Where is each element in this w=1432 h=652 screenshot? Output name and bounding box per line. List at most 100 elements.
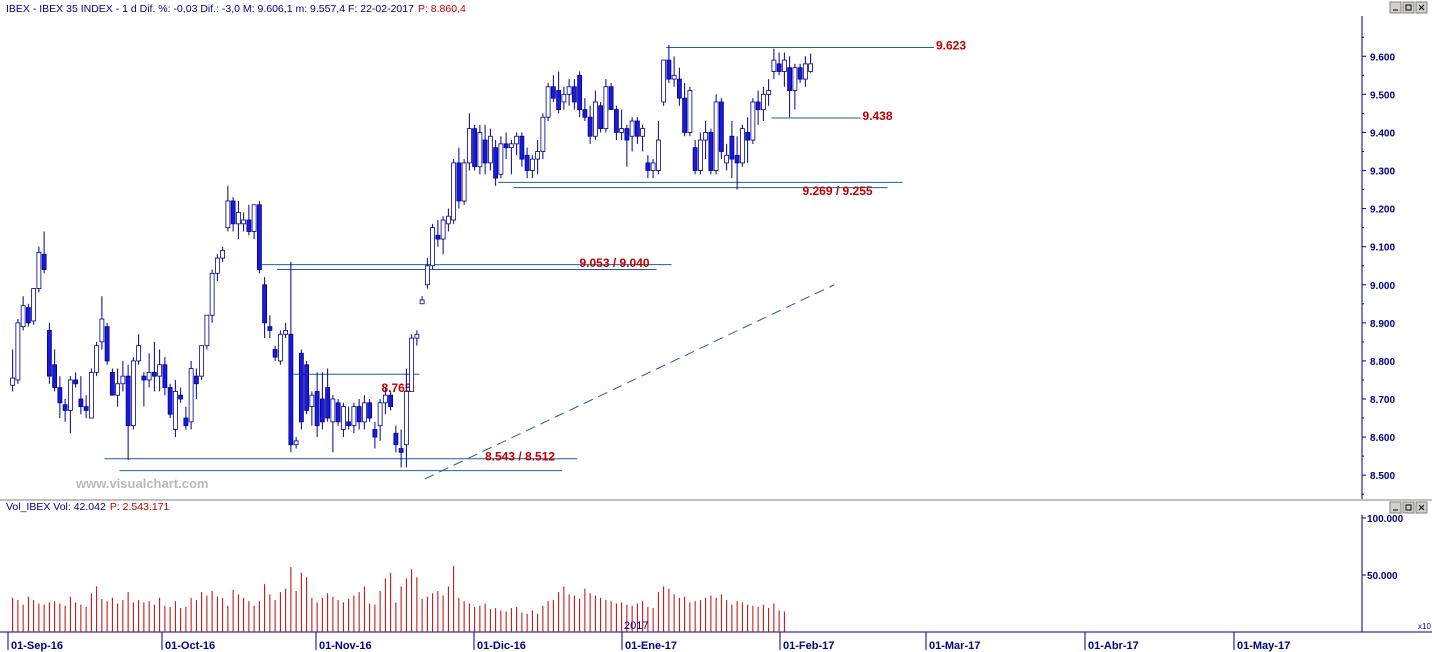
candle xyxy=(314,372,320,438)
candle xyxy=(298,349,304,430)
volume-tick-label: 100.000 xyxy=(1367,514,1404,525)
candle-body-bear xyxy=(582,109,588,118)
candle xyxy=(309,391,315,426)
candle-body-bull xyxy=(498,143,504,175)
candle-body-bull xyxy=(781,59,787,72)
vol-minimize-button[interactable] xyxy=(1389,501,1402,514)
candle-body-bull xyxy=(802,63,808,80)
candle-body-bear xyxy=(797,67,803,80)
candle xyxy=(125,364,131,460)
candle xyxy=(808,53,814,73)
candle-body-bull xyxy=(603,86,609,130)
candle xyxy=(267,315,273,339)
candle-body-bear xyxy=(708,132,714,171)
candle-body-bear xyxy=(682,97,688,133)
candle xyxy=(183,406,189,430)
vol-maximize-button[interactable] xyxy=(1402,501,1415,514)
candle-body-bull xyxy=(535,151,541,160)
candle xyxy=(472,124,478,171)
level-label: 9.053 / 9.040 xyxy=(580,256,650,270)
candle xyxy=(514,132,520,156)
candle-body-bull xyxy=(566,86,572,95)
candle-body-bear xyxy=(141,375,147,381)
candle xyxy=(31,288,37,325)
candle-body-bull xyxy=(235,211,241,225)
candle xyxy=(498,136,504,179)
candle xyxy=(235,200,241,240)
candle xyxy=(713,94,719,175)
candle xyxy=(461,159,467,205)
candle-body-bear xyxy=(83,406,89,411)
candle-body-bear xyxy=(393,432,399,446)
candle-body-bear xyxy=(367,402,373,419)
candle-body-bull xyxy=(739,128,745,164)
candle-body-bull xyxy=(293,440,299,446)
candle-body-bear xyxy=(304,364,310,411)
candle-body-bear xyxy=(624,128,630,141)
candle xyxy=(409,334,415,392)
candle xyxy=(739,124,745,167)
date-label: 01-Feb-17 xyxy=(783,640,834,652)
candle xyxy=(603,79,609,133)
candle-body-bull xyxy=(283,330,289,335)
candle xyxy=(78,376,84,415)
candle-body-bear xyxy=(183,417,189,427)
candle xyxy=(687,86,693,137)
level-label: 9.623 xyxy=(936,39,966,53)
date-label: 01-Abr-17 xyxy=(1088,640,1139,652)
candle xyxy=(52,349,58,392)
main-pane-controls xyxy=(1389,1,1428,14)
candle-body-bear xyxy=(62,404,68,411)
candle xyxy=(41,231,47,274)
date-label: 01-Sep-16 xyxy=(11,640,63,652)
candle-body-bull xyxy=(136,345,142,362)
candle-body-bull xyxy=(650,162,656,171)
candle xyxy=(640,124,646,152)
candle xyxy=(587,105,593,144)
candle xyxy=(613,105,619,141)
candle-body-bull xyxy=(31,288,37,322)
candle-body-bull xyxy=(20,305,26,328)
candle-body-bear xyxy=(456,162,462,202)
candle xyxy=(10,349,16,392)
candle xyxy=(157,349,163,392)
minimize-button[interactable] xyxy=(1389,1,1402,14)
candle-body-bull xyxy=(188,368,194,423)
candle xyxy=(120,360,126,392)
candle xyxy=(188,360,194,430)
price-tick-label: 8.600 xyxy=(1370,433,1395,444)
candle-body-bear xyxy=(25,307,31,324)
candle-body-bear xyxy=(41,253,47,270)
candle-body-bear xyxy=(550,86,556,99)
candle xyxy=(73,372,79,388)
maximize-button[interactable] xyxy=(1402,1,1415,14)
candle xyxy=(540,113,546,160)
candle xyxy=(592,90,598,141)
candle xyxy=(550,75,556,102)
candle-body-bear xyxy=(272,349,278,358)
candle xyxy=(797,63,803,83)
candle xyxy=(288,261,294,453)
candle xyxy=(403,368,409,468)
candle-body-bear xyxy=(162,364,168,388)
candle-body-bear xyxy=(230,200,236,225)
price-axis-ticks: 8.500 8.600 8.700 8.800 8.900 9.000 9.100 9.200… xyxy=(1362,36,1395,495)
candle xyxy=(571,79,577,110)
candle xyxy=(167,383,173,419)
candle-body-bear xyxy=(519,135,525,160)
candle-body-bear xyxy=(676,78,682,99)
price-tick-label: 9.600 xyxy=(1370,52,1395,63)
candle-body-bear xyxy=(298,352,304,423)
candle xyxy=(781,52,787,87)
level-label: 9.438 xyxy=(863,109,893,123)
candle xyxy=(440,216,446,255)
candle xyxy=(508,140,514,175)
candle-body-bull xyxy=(214,257,220,274)
candle xyxy=(204,314,210,350)
candle xyxy=(755,90,761,125)
candle xyxy=(445,208,451,232)
trendline-dashed xyxy=(424,284,835,480)
candle xyxy=(545,82,551,122)
candle-body-bear xyxy=(577,74,583,110)
candle-body-bull xyxy=(419,299,425,305)
